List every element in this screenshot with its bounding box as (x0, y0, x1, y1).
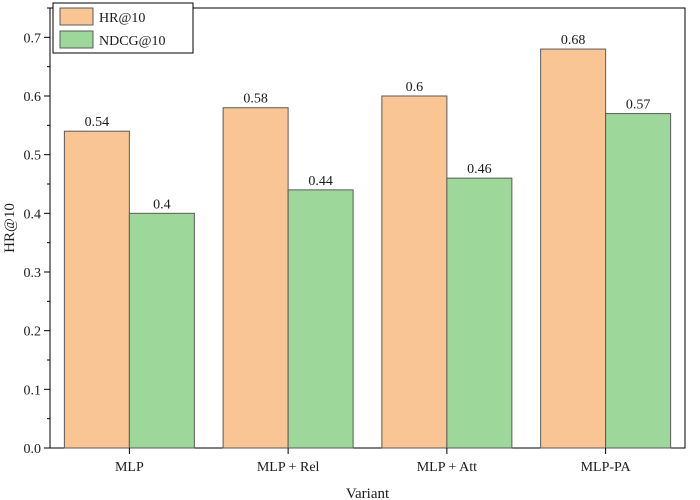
legend-label: NDCG@10 (99, 34, 166, 49)
x-axis-title: Variant (346, 486, 390, 500)
legend-swatch (59, 7, 94, 26)
bar-hr-10 (222, 107, 289, 449)
y-axis-title: HR@10 (2, 203, 18, 253)
bar-ndcg-10 (605, 113, 672, 449)
y-axis: 0.0 0.1 0.2 0.3 0.4 0.5 0.6 0.7 (24, 7, 50, 457)
bar-ndcg-10 (446, 177, 513, 449)
y-tick-label: 0.6 (24, 90, 42, 105)
bar-hr-10 (63, 130, 130, 449)
x-tick-label: MLP + Att (417, 460, 477, 475)
bar-hr-10 (381, 95, 448, 449)
bar-ndcg-10 (128, 212, 195, 449)
y-tick-label: 0.0 (24, 442, 42, 457)
y-tick-label: 0.7 (24, 31, 42, 46)
x-tick-label: MLP (115, 460, 144, 475)
data-label: 0.54 (85, 115, 110, 130)
legend-swatch (59, 30, 94, 49)
data-label: 0.44 (308, 174, 333, 189)
bar-ndcg-10 (287, 189, 354, 449)
bar-hr-10 (540, 48, 607, 449)
legend-label: HR@10 (99, 11, 145, 26)
x-axis: MLP MLP + Rel MLP + Att MLP-PA (115, 448, 632, 475)
legend: HR@10 NDCG@10 (52, 2, 194, 54)
data-labels-group: 0.54 0.4 0.58 0.44 0.6 0.46 0.68 0.57 (85, 33, 651, 212)
data-label: 0.57 (626, 98, 651, 113)
y-tick-label: 0.5 (24, 149, 42, 164)
data-label: 0.68 (561, 33, 586, 48)
y-tick-label: 0.3 (24, 266, 42, 281)
y-tick-label: 0.2 (24, 325, 42, 340)
plot-frame (49, 7, 686, 449)
y-tick-label: 0.1 (24, 383, 42, 398)
data-label: 0.58 (243, 92, 268, 107)
data-label: 0.4 (153, 197, 171, 212)
plot-area (49, 7, 686, 449)
x-tick-label: MLP-PA (581, 460, 632, 475)
bars-group (63, 48, 672, 449)
data-label: 0.6 (406, 80, 424, 95)
data-label: 0.46 (467, 162, 492, 177)
y-tick-label: 0.4 (24, 207, 42, 222)
x-tick-label: MLP + Rel (257, 460, 320, 475)
